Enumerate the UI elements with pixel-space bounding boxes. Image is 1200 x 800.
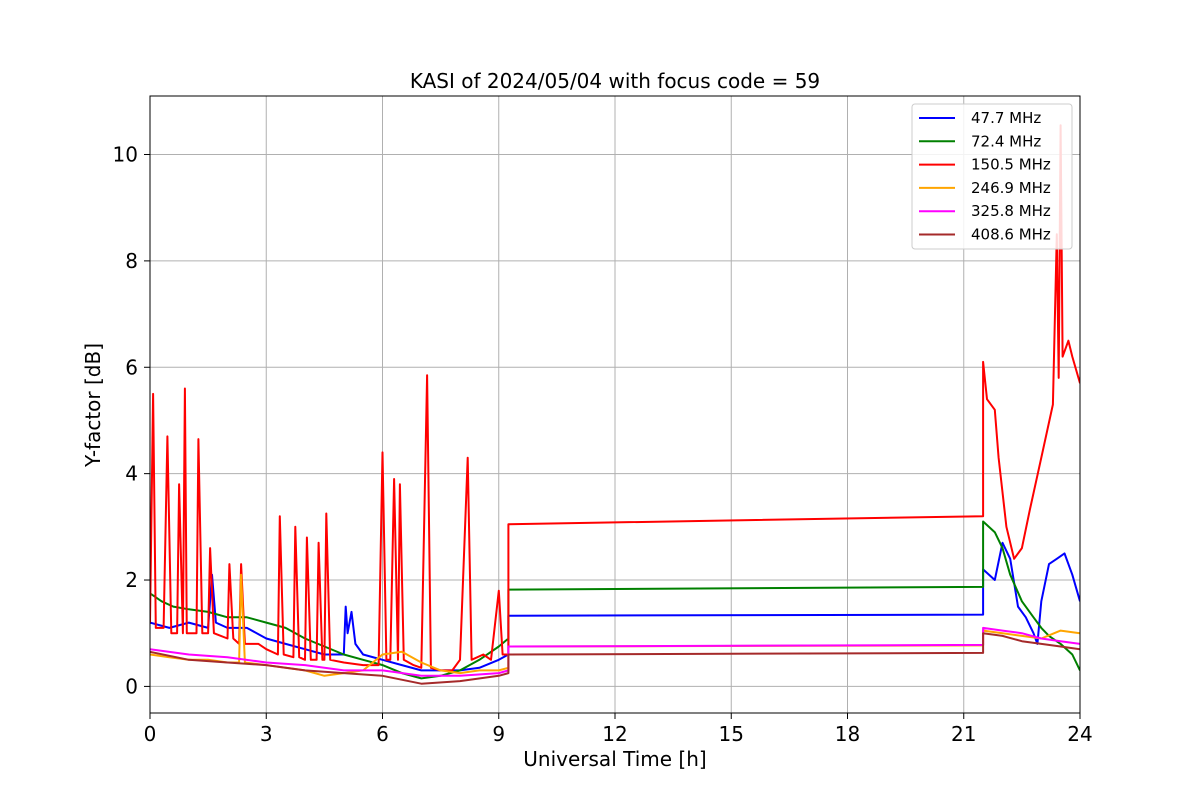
- x-axis-label: Universal Time [h]: [523, 747, 706, 771]
- grid: [149, 96, 1081, 713]
- legend-label-0: 47.7 MHz: [971, 109, 1041, 127]
- x-tick-label: 15: [719, 722, 744, 746]
- y-axis: 0 2 4 6 8 10: [113, 143, 150, 698]
- x-tick-label: 24: [1067, 722, 1092, 746]
- series-line-5: [150, 632, 1080, 685]
- x-tick-label: 12: [602, 722, 627, 746]
- x-tick-label: 21: [951, 722, 976, 746]
- y-tick-label: 0: [125, 674, 138, 698]
- legend-label-5: 408.6 MHz: [971, 226, 1051, 244]
- y-tick-label: 6: [125, 355, 138, 379]
- chart-title: KASI of 2024/05/04 with focus code = 59: [410, 69, 820, 93]
- series-line-4: [150, 626, 1080, 677]
- legend-label-1: 72.4 MHz: [971, 132, 1041, 150]
- y-tick-label: 8: [125, 249, 138, 273]
- legend: 47.7 MHz 72.4 MHz 150.5 MHz 246.9 MHz 325.8…: [911, 103, 1073, 250]
- y-axis-label: Y-factor [dB]: [81, 343, 105, 468]
- x-tick-label: 3: [260, 722, 273, 746]
- x-tick-label: 0: [144, 722, 157, 746]
- x-axis: 0 3 6 9 12 15 18 21 24: [144, 713, 1093, 746]
- legend-box: [911, 103, 1073, 250]
- series-line-2: [150, 124, 1080, 672]
- legend-label-4: 325.8 MHz: [971, 202, 1051, 220]
- y-tick-label: 10: [113, 143, 138, 167]
- y-tick-label: 2: [125, 568, 138, 592]
- y-tick-label: 4: [125, 462, 138, 486]
- series-line-1: [150, 520, 1080, 680]
- legend-label-2: 150.5 MHz: [971, 156, 1051, 174]
- x-tick-label: 6: [376, 722, 389, 746]
- x-tick-label: 9: [492, 722, 505, 746]
- x-tick-label: 18: [835, 722, 860, 746]
- series-layer: [150, 124, 1080, 685]
- legend-label-3: 246.9 MHz: [971, 179, 1051, 197]
